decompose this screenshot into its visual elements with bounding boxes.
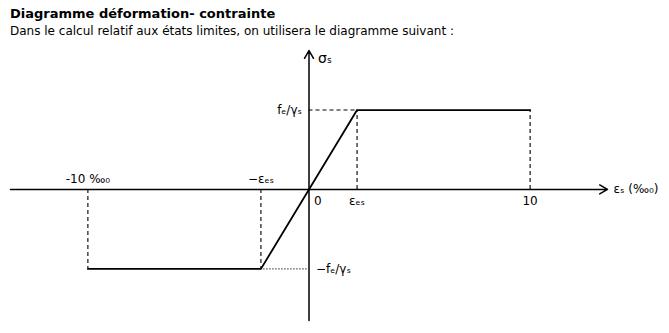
svg-text:-10 ‰₀: -10 ‰₀ xyxy=(66,172,111,186)
html-text:Dans le calcul relatif aux éta: Dans le calcul relatif aux états limites… xyxy=(10,24,454,38)
svg-text:10: 10 xyxy=(522,194,537,208)
svg-text:σₛ: σₛ xyxy=(318,50,332,66)
svg-text:−εₑₛ: −εₑₛ xyxy=(248,172,274,186)
svg-text:εₛ (‰₀): εₛ (‰₀) xyxy=(614,182,659,196)
svg-text:−fₑ/γₛ: −fₑ/γₛ xyxy=(316,262,351,276)
svg-text:fₑ/γₛ: fₑ/γₛ xyxy=(277,103,302,117)
svg-text:0: 0 xyxy=(314,194,322,208)
html-text:Diagramme déformation- contrai: Diagramme déformation- contrainte xyxy=(10,6,276,21)
svg-text:εₑₛ: εₑₛ xyxy=(349,194,365,208)
